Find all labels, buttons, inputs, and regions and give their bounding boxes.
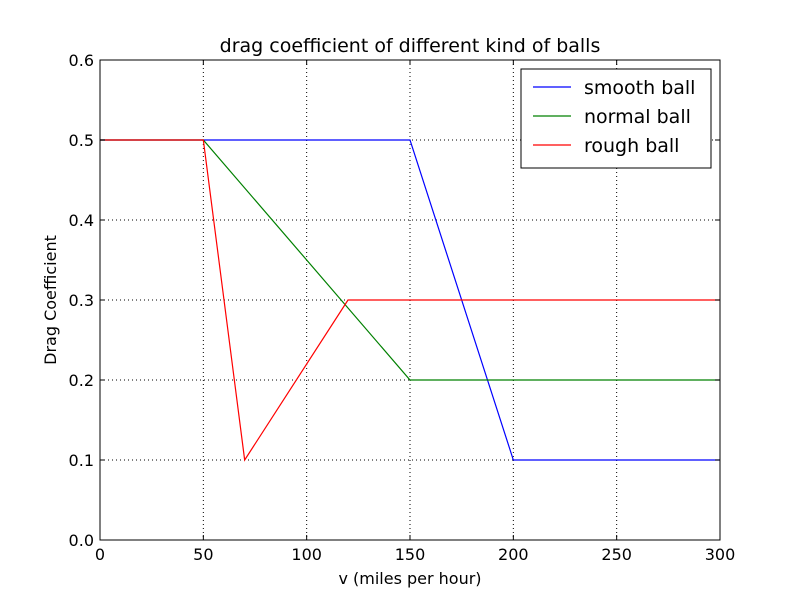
series-line-rough-ball <box>100 139 720 462</box>
y-tick-label: 0.1 <box>69 451 94 470</box>
y-tick-label: 0.2 <box>69 371 94 390</box>
x-tick-label: 250 <box>601 545 632 564</box>
x-tick-label: 200 <box>498 545 529 564</box>
legend-label-normal-ball: normal ball <box>584 106 691 128</box>
x-axis-label: v (miles per hour) <box>338 569 481 588</box>
y-tick-label: 0.3 <box>69 291 94 310</box>
y-tick-label: 0.5 <box>69 131 94 150</box>
legend: smooth ball normal ball rough ball <box>520 68 712 169</box>
chart-title: drag coefficient of different kind of ba… <box>220 35 601 57</box>
tick-labels: 0 50 100 150 200 250 300 0.0 0.1 0.2 0.3 0.4 0.5 0.6 <box>69 51 736 564</box>
x-tick-label: 150 <box>395 545 426 564</box>
x-tick-label: 50 <box>193 545 213 564</box>
legend-label-smooth-ball: smooth ball <box>584 77 695 99</box>
y-tick-label: 0.4 <box>69 211 94 230</box>
series-lines <box>100 139 720 462</box>
axis-ticks <box>99 59 721 541</box>
y-tick-label: 0.0 <box>69 531 94 550</box>
y-axis-label: Drag Coefficient <box>41 235 60 365</box>
legend-box <box>520 68 712 169</box>
x-tick-label: 100 <box>291 545 322 564</box>
y-tick-label: 0.6 <box>69 51 94 70</box>
x-tick-label: 0 <box>95 545 105 564</box>
x-tick-label: 300 <box>705 545 736 564</box>
legend-label-rough-ball: rough ball <box>584 135 679 157</box>
